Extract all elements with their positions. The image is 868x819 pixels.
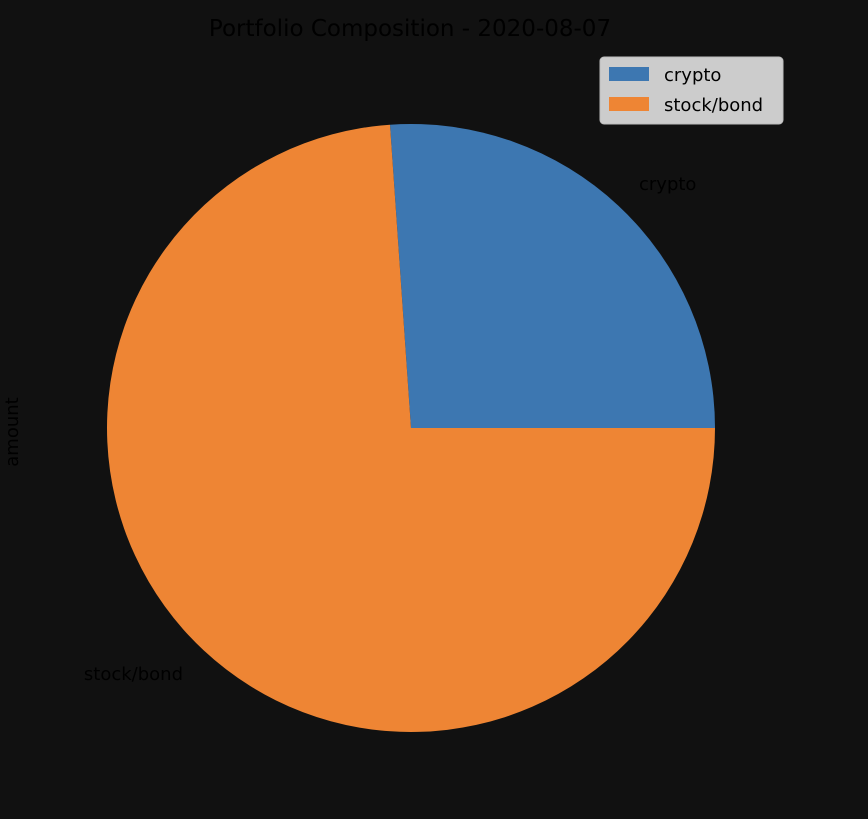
y-axis-label: amount <box>2 397 23 466</box>
pie-slice-crypto <box>390 124 715 428</box>
pie-slice-stock-bond <box>107 124 715 732</box>
legend-swatch-stock-bond <box>609 97 649 111</box>
legend-label-stock-bond: stock/bond <box>664 95 763 116</box>
legend-swatch-crypto <box>609 67 649 81</box>
slice-label-crypto: crypto <box>639 174 696 195</box>
chart-title: Portfolio Composition - 2020-08-07 <box>209 16 611 42</box>
legend: crypto stock/bond <box>599 56 784 125</box>
slice-label-stock-bond: stock/bond <box>84 664 183 685</box>
legend-label-crypto: crypto <box>664 65 721 86</box>
pie-slices <box>107 124 715 732</box>
